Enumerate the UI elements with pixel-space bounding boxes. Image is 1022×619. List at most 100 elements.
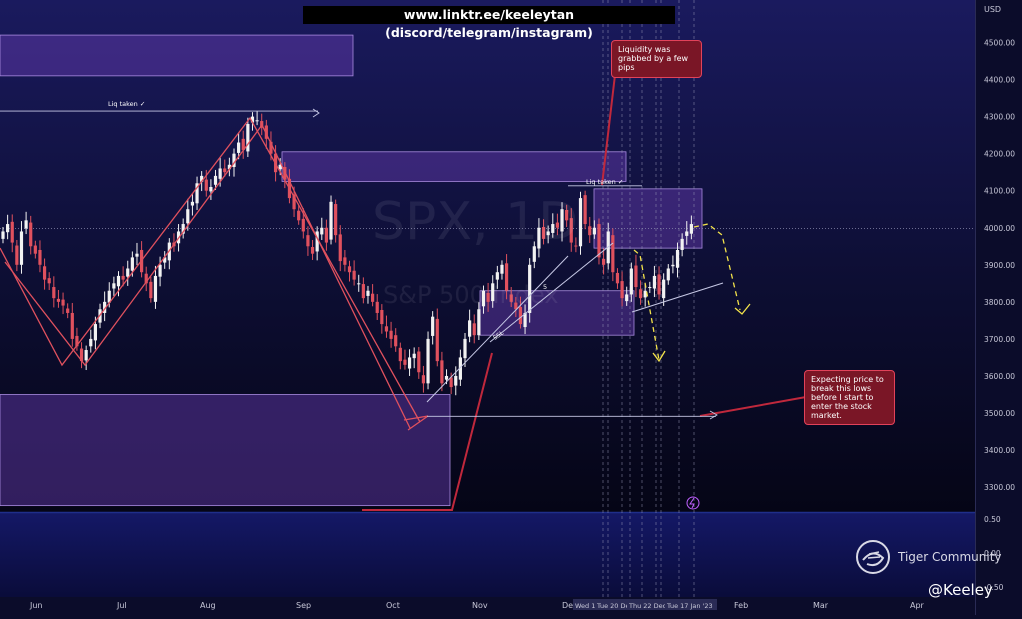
candle-body — [149, 281, 153, 299]
candle-body — [186, 209, 190, 224]
price-tick-label: 3600.00 — [984, 372, 1015, 381]
candle-body — [47, 278, 51, 284]
candle-body — [200, 175, 204, 182]
candle-body — [52, 287, 56, 299]
zigzag-line — [4, 123, 411, 429]
candle-body — [250, 116, 255, 123]
candle-body — [481, 290, 486, 307]
candle-body — [611, 235, 615, 273]
candle-body — [551, 224, 555, 233]
candle-body — [643, 290, 647, 298]
candle-body — [334, 204, 338, 236]
price-axis-panel — [975, 0, 1022, 615]
candle-body — [227, 164, 231, 170]
candle-body — [320, 227, 324, 235]
month-tick-label: Oct — [386, 601, 400, 610]
candle-body — [195, 183, 199, 204]
community-label: Tiger Community — [898, 550, 1002, 564]
candle-body — [126, 268, 130, 277]
candle-body — [204, 179, 208, 191]
candle-body — [246, 124, 250, 152]
arrowhead — [312, 108, 320, 118]
candle-body — [347, 266, 352, 273]
trend-arrow — [426, 255, 569, 403]
candle-body — [444, 375, 449, 380]
month-tick-label: Sep — [296, 601, 311, 610]
candle-body — [394, 335, 398, 347]
candle-body — [1, 231, 5, 239]
candle-body — [574, 245, 578, 247]
index-name-watermark: S&P 500 Index — [383, 281, 559, 309]
candle-body — [223, 168, 227, 173]
candle-body — [181, 224, 185, 234]
price-tick-label: 4500.00 — [984, 39, 1015, 48]
candle-body — [241, 138, 245, 150]
candle-body — [29, 222, 33, 247]
candle-body — [343, 257, 347, 265]
candle-body — [634, 265, 638, 288]
candle-body — [648, 287, 652, 289]
candle-body — [625, 294, 629, 302]
candle-body — [565, 209, 569, 221]
candle-body — [357, 283, 361, 285]
month-tick-label: Aug — [200, 601, 216, 610]
candle-body — [403, 359, 407, 365]
candle-body — [685, 231, 689, 236]
price-tick-label: 3500.00 — [984, 409, 1015, 418]
candle-body — [70, 312, 74, 339]
candle-body — [255, 120, 259, 122]
candle-body — [588, 226, 592, 236]
callout-pointer — [601, 74, 616, 186]
candle-body — [569, 218, 573, 243]
date-highlight — [665, 599, 717, 610]
candle-body — [15, 245, 19, 265]
candle-body — [61, 299, 65, 306]
expecting-callout: Expecting price to break this lows befor… — [804, 370, 895, 425]
candle-body — [398, 347, 402, 362]
candle-body — [592, 227, 596, 235]
candle-body — [449, 377, 453, 388]
candle-body — [629, 268, 633, 295]
candle-body — [361, 284, 365, 299]
candle-body — [297, 210, 301, 221]
price-tick-label: 3900.00 — [984, 261, 1015, 270]
candle-body — [458, 357, 462, 380]
candle-body — [426, 338, 430, 384]
candle-body — [380, 310, 384, 325]
month-tick-label: Mar — [813, 601, 829, 610]
price-tick-label: 3800.00 — [984, 298, 1015, 307]
liquidity-callout-text: Liquidity was grabbed by a few pips — [618, 45, 689, 72]
date-tick-label: Thu 22 Dec '22 — [628, 602, 678, 610]
month-tick-label: Jun — [29, 601, 43, 610]
date-tick-label: Tue 20 Dec '22 — [596, 602, 645, 610]
candle-body — [657, 274, 661, 295]
zigzag-line — [0, 116, 421, 423]
candle-body — [264, 125, 268, 139]
price-tick-label: 3300.00 — [984, 483, 1015, 492]
candle-body — [472, 323, 476, 336]
link-banner[interactable]: www.linktr.ee/keeleytan (discord/telegra… — [303, 6, 675, 40]
candle-body — [163, 257, 167, 263]
price-tick-label: 4200.00 — [984, 150, 1015, 159]
candle-body — [583, 195, 587, 225]
candle-body — [38, 249, 42, 265]
candle-body — [620, 281, 624, 299]
expecting-callout-text: Expecting price to break this lows befor… — [811, 375, 884, 420]
candle-body — [615, 272, 620, 284]
lower-tick-label: 0.50 — [984, 515, 1001, 524]
candle-body — [232, 153, 236, 167]
candle-body — [602, 258, 606, 265]
candle-body — [292, 194, 296, 210]
month-tick-label: Jul — [116, 601, 127, 610]
candle-body — [371, 293, 375, 302]
lightning-icon[interactable] — [686, 496, 700, 510]
candle-body — [112, 283, 116, 289]
candle-body — [389, 330, 393, 339]
candle-body — [532, 246, 536, 262]
candle-body — [283, 166, 287, 180]
candle-body — [412, 353, 416, 359]
arrowhead — [652, 350, 666, 363]
candle-body — [84, 350, 88, 361]
